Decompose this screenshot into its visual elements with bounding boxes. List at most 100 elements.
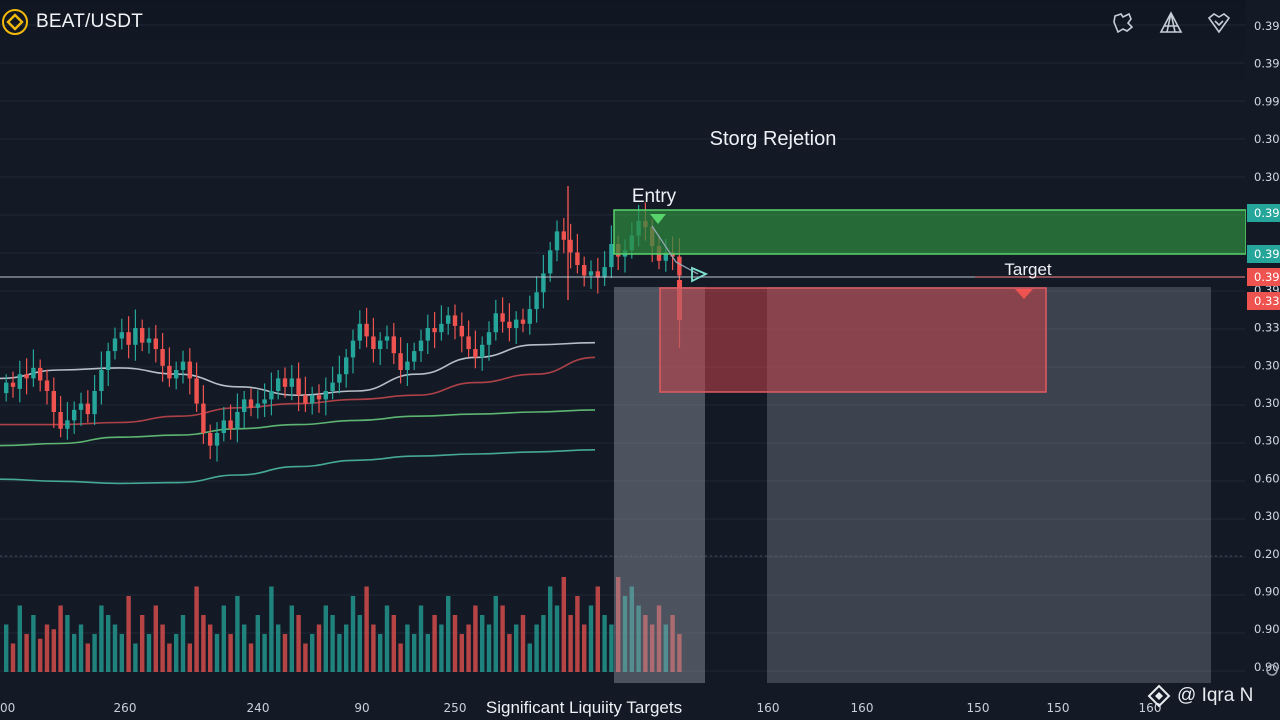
candle-body[interactable] — [235, 412, 240, 429]
candle-body[interactable] — [126, 332, 131, 345]
candle-body[interactable] — [208, 433, 213, 446]
candle-body[interactable] — [187, 361, 192, 379]
candle-body[interactable] — [31, 367, 36, 379]
candle-body[interactable] — [99, 370, 104, 391]
candle-body[interactable] — [140, 328, 145, 343]
candle-body[interactable] — [153, 338, 158, 350]
candle-body[interactable] — [507, 321, 512, 328]
candle-body[interactable] — [296, 378, 301, 396]
candle-body[interactable] — [228, 420, 233, 429]
candle-body[interactable] — [486, 332, 492, 345]
candle-body[interactable] — [609, 244, 614, 268]
candle-body[interactable] — [534, 292, 539, 310]
candle-body[interactable] — [439, 323, 444, 333]
candle-body[interactable] — [44, 380, 50, 392]
candle-body[interactable] — [514, 319, 519, 328]
candle-body[interactable] — [65, 420, 70, 429]
candle-body[interactable] — [364, 323, 369, 337]
candle-body[interactable] — [221, 420, 226, 433]
candle-body[interactable] — [466, 336, 471, 349]
pair-title[interactable]: BEAT/USDT — [36, 11, 144, 32]
candle-body[interactable] — [51, 391, 56, 412]
axis-settings-icon[interactable] — [1266, 664, 1278, 676]
candle-body[interactable] — [500, 313, 505, 322]
candle-body[interactable] — [146, 338, 152, 343]
badge-settings-icon[interactable] — [1108, 8, 1138, 38]
candle-body[interactable] — [330, 382, 335, 391]
candle-body[interactable] — [310, 395, 315, 404]
candle-body[interactable] — [344, 357, 349, 375]
entry-zone[interactable] — [613, 209, 1247, 255]
candle-body[interactable] — [262, 399, 267, 404]
candle-body[interactable] — [276, 378, 281, 391]
candle-body[interactable] — [214, 433, 220, 446]
target-zone[interactable] — [659, 287, 1047, 393]
candle-body[interactable] — [541, 273, 546, 293]
candle-body[interactable] — [554, 231, 560, 251]
candle-body[interactable] — [337, 374, 342, 383]
price-axis[interactable]: 0.39 0.39 0.99 0.30 0.30 0.39 0.39 0.39 0.33 0.30… — [1246, 0, 1280, 690]
candle-body[interactable] — [548, 250, 553, 274]
heart-shield-icon[interactable] — [1204, 8, 1234, 38]
candle-body[interactable] — [72, 409, 77, 421]
candle-body[interactable] — [38, 367, 43, 381]
candlesticks[interactable] — [4, 186, 682, 462]
candle-body[interactable] — [119, 332, 124, 339]
candle-body[interactable] — [357, 323, 362, 341]
candle-body[interactable] — [452, 315, 458, 326]
candle-body[interactable] — [473, 349, 478, 358]
candle-body[interactable] — [446, 315, 451, 324]
candle-body[interactable] — [17, 374, 22, 389]
candle-body[interactable] — [180, 361, 186, 370]
candle-body[interactable] — [289, 378, 294, 387]
candle-body[interactable] — [24, 374, 29, 379]
candle-body[interactable] — [58, 412, 63, 429]
candle-body[interactable] — [350, 340, 356, 358]
candle-body[interactable] — [78, 403, 84, 410]
candle-body[interactable] — [493, 313, 498, 333]
candle-body[interactable] — [398, 353, 403, 370]
candle-body[interactable] — [384, 336, 390, 341]
candle-body[interactable] — [412, 351, 417, 362]
candle-body[interactable] — [201, 403, 206, 433]
candle-body[interactable] — [371, 336, 376, 349]
candle-body[interactable] — [167, 365, 172, 379]
candle-body[interactable] — [4, 382, 9, 394]
candle-body[interactable] — [316, 395, 322, 400]
candle-body[interactable] — [480, 344, 485, 358]
candle-body[interactable] — [303, 395, 308, 404]
candle-body[interactable] — [595, 271, 600, 278]
candle-body[interactable] — [378, 340, 383, 349]
candle-body[interactable] — [561, 231, 566, 240]
candle-body[interactable] — [527, 309, 532, 324]
candle-body[interactable] — [106, 351, 111, 370]
candle-body[interactable] — [602, 267, 607, 278]
candle-body[interactable] — [418, 340, 424, 352]
candle-body[interactable] — [174, 370, 179, 379]
candle-body[interactable] — [112, 338, 118, 352]
candle-body[interactable] — [133, 328, 138, 345]
candle-body[interactable] — [425, 328, 430, 341]
candle-body[interactable] — [194, 378, 199, 404]
candle-body[interactable] — [160, 349, 165, 366]
candle-body[interactable] — [92, 391, 97, 415]
time-axis[interactable]: 00 260 240 90 250 160 160 150 150 160 — [0, 701, 1161, 715]
candle-body[interactable] — [405, 361, 410, 370]
candle-body[interactable] — [248, 399, 254, 408]
candle-body[interactable] — [582, 265, 587, 276]
candle-body[interactable] — [575, 252, 580, 265]
candle-body[interactable] — [677, 256, 682, 276]
candle-body[interactable] — [85, 403, 90, 415]
candle-body[interactable] — [432, 328, 437, 333]
candle-body[interactable] — [459, 325, 464, 337]
candle-body[interactable] — [323, 391, 328, 400]
triangle-tool-icon[interactable] — [1156, 8, 1186, 38]
candle-body[interactable] — [568, 239, 573, 253]
candle-body[interactable] — [588, 271, 594, 276]
candle-body[interactable] — [282, 378, 288, 387]
candle-body[interactable] — [663, 252, 668, 261]
candle-body[interactable] — [391, 336, 396, 354]
candle-body[interactable] — [520, 319, 526, 324]
candle-body[interactable] — [242, 399, 247, 412]
